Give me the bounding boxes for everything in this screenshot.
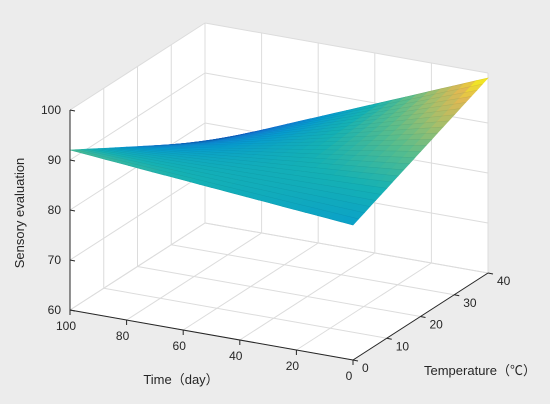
time-tick-label: 20 [286,359,300,373]
axes-box [69,22,489,361]
temperature-tick-label: 0 [362,361,369,375]
sensory-tick [69,309,76,312]
temperature-tick [454,294,460,297]
surface-patch [340,215,360,226]
mesh-line [204,77,489,144]
mesh-line [193,90,477,144]
mesh-line [159,126,444,146]
mesh-line [176,108,460,145]
grid-line-floor-temp [137,266,421,317]
sensory-tick-label: 80 [48,203,62,217]
mesh-line [171,114,455,146]
temperature-tick [386,337,392,340]
sensory-tick-label: 60 [48,303,62,317]
temperature-tick-label: 10 [396,339,410,353]
mesh-line [114,147,399,177]
x-axis-label: Temperature（℃） [424,363,536,378]
mesh-line [69,149,354,226]
mesh-line [188,96,472,145]
mesh-line [143,145,427,147]
mesh-line [120,147,404,171]
temperature-tick [487,272,494,275]
time-tick-label: 80 [116,329,130,343]
grid-line-floor-temp [103,287,387,339]
time-tick-label: 100 [56,319,76,333]
mesh-line [148,139,432,147]
mesh-line [131,146,415,158]
time-tick-label: 40 [229,349,243,363]
tick-labels: 0 10 20 30 40 0 20 40 60 80 100 60 70 80 90 100 [41,103,511,383]
mesh-line [103,148,387,189]
time-tick-label: 60 [173,339,187,353]
grid-line-wall-z2 [204,22,489,74]
mesh-line [75,149,359,220]
grid-line-wall-z2 [204,222,489,274]
grid-line-floor-time [126,232,262,321]
mesh-line [199,83,483,144]
mesh-line [98,148,382,195]
grid-line-floor-temp [171,244,455,296]
sensory-tick [69,209,76,212]
mesh-line [126,146,410,165]
temperature-tick-label: 40 [497,274,511,288]
grid-line-wall-z [69,22,206,111]
grid-line-floor-time [182,242,319,331]
temperature-tick [352,359,359,362]
sensory-tick-label: 90 [48,153,62,167]
mesh-line [81,149,365,214]
mesh-line [154,132,438,146]
mesh-line [92,148,376,201]
y-axis-label: Time（day） [143,372,218,387]
sensory-tick-label: 100 [41,103,61,117]
time-axis-line [69,309,354,361]
sensory-tick [69,109,76,112]
z-axis-label: Sensory evaluation [12,158,27,269]
mesh-line [109,147,393,183]
sensory-tick-label: 70 [48,253,62,267]
temperature-tick-label: 30 [463,296,477,310]
sensory-tick [69,159,76,162]
mesh-line [86,148,370,207]
surface-plot [69,77,489,226]
grid-line-wall-z [69,172,206,261]
temperature-tick-label: 20 [430,318,444,332]
grid-line-wall-z [69,222,206,311]
grid-line-floor-time [296,262,432,351]
sensory-tick [69,259,76,262]
time-tick-label: 0 [346,369,353,383]
mesh-line [182,102,466,145]
temperature-tick [420,316,426,318]
grid-line-wall-z [69,72,206,161]
mesh-line [137,146,421,152]
grid-line-floor-time [239,252,376,341]
mesh-line [165,120,449,146]
